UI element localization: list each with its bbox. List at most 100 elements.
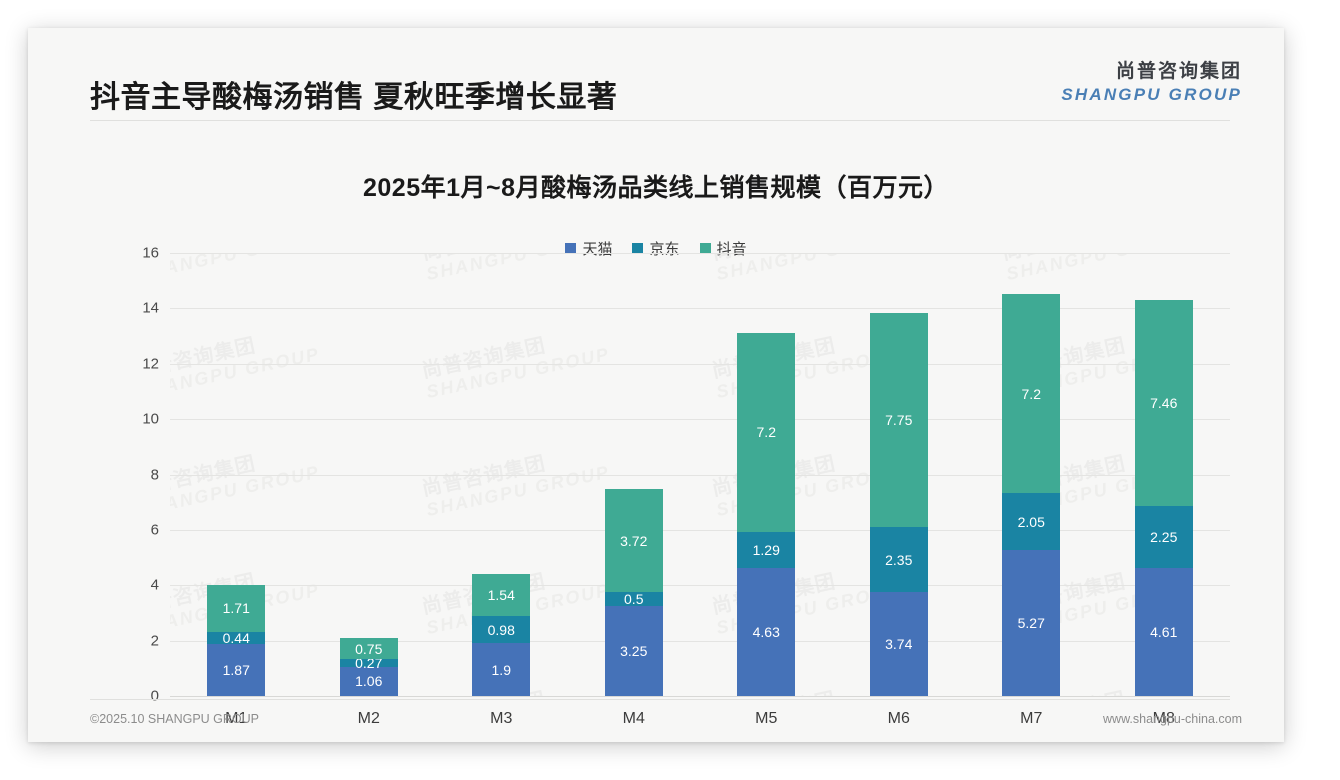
bar-segment-抖音[interactable]: 1.54	[472, 573, 531, 617]
bar-stack-M6[interactable]: 3.74 2.35 7.75 M6	[869, 312, 928, 727]
bar-value-label: 0.75	[355, 640, 383, 657]
watermark-cn: 尚普咨询集团	[170, 334, 258, 383]
bar-value-label: 4.61	[1150, 624, 1178, 641]
bar-segment-天猫[interactable]: 1.06	[339, 666, 398, 696]
bar-segment-京东[interactable]: 0.5	[604, 592, 663, 606]
bar-value-label: 1.9	[491, 661, 511, 678]
bar-stack-M1[interactable]: 1.87 0.44 1.71 M1	[207, 584, 266, 727]
bar-value-label: 2.25	[1150, 529, 1178, 546]
bar-segment-天猫[interactable]: 4.63	[737, 567, 796, 696]
bar-value-label: 1.54	[487, 586, 515, 603]
bar-segment-京东[interactable]: 0.27	[339, 656, 398, 670]
bar-segment-抖音[interactable]: 1.71	[207, 584, 266, 633]
bar-value-label: 1.87	[222, 662, 250, 679]
watermark-cn: 尚普咨询集团	[170, 452, 258, 501]
bar-value-label: 7.46	[1150, 394, 1178, 411]
bar-value-label: 3.74	[885, 636, 913, 653]
gridline: 10	[142, 411, 1230, 428]
x-axis-tick-label: M3	[490, 710, 513, 727]
bar-segment-天猫[interactable]: 5.27	[1002, 550, 1061, 696]
watermark-cn: 尚普咨询集团	[420, 334, 548, 383]
y-axis-tick-label: 10	[142, 410, 159, 428]
bar-segment-京东[interactable]: 0.44	[207, 630, 266, 647]
bar-segment-京东[interactable]: 2.25	[1134, 506, 1193, 569]
gridline: 2	[151, 632, 1230, 649]
bar-stack-M3[interactable]: 1.9 0.98 1.54 M3	[472, 573, 531, 727]
header-divider	[90, 120, 1230, 121]
bar-stack-M2[interactable]: 1.06 0.27 0.75 M2	[339, 638, 398, 727]
y-axis-tick-label: 8	[150, 466, 159, 483]
footer-copyright: ©2025.10 SHANGPU GROUP	[90, 712, 259, 726]
bar-value-label: 3.72	[620, 532, 648, 549]
watermark-cn: 尚普咨询集团	[1000, 253, 1188, 265]
bar-segment-抖音[interactable]: 7.46	[1134, 299, 1193, 507]
bar-segment-京东[interactable]: 2.35	[869, 527, 928, 593]
bar-segment-抖音[interactable]: 3.72	[604, 489, 663, 593]
gridline: 14	[142, 300, 1230, 317]
x-axis-tick-label: M5	[755, 710, 778, 727]
watermark-en: SHANGPU GROUP	[170, 344, 322, 403]
watermark-en: SHANGPU GROUP	[424, 344, 612, 403]
y-axis-tick-label: 12	[142, 355, 159, 373]
brand-logo: 尚普咨询集团 SHANGPU GROUP	[1061, 62, 1242, 103]
bar-value-label: 1.29	[752, 541, 780, 558]
x-axis-tick-label: M8	[1152, 710, 1175, 727]
chart-title: 2025年1月~8月酸梅汤品类线上销售规模（百万元）	[362, 174, 950, 202]
bar-value-label: 2.05	[1017, 513, 1045, 530]
legend-swatch-icon	[632, 243, 644, 254]
gridline: 16	[142, 245, 1230, 262]
bar-segment-抖音[interactable]: 7.2	[1002, 294, 1061, 494]
bar-segment-京东[interactable]: 0.98	[472, 616, 531, 644]
watermark-en: SHANGPU GROUP	[714, 253, 902, 285]
bar-segment-抖音[interactable]: 7.75	[869, 312, 928, 528]
page-title: 抖音主导酸梅汤销售 夏秋旺季增长显著	[90, 81, 618, 114]
bar-value-label: 0.98	[487, 621, 515, 638]
legend-swatch-icon	[565, 243, 577, 254]
bar-value-label: 5.27	[1017, 615, 1045, 632]
watermark-cn: 尚普咨询集团	[170, 253, 318, 265]
x-axis-tick-label: M4	[622, 710, 645, 727]
bar-segment-天猫[interactable]: 3.25	[604, 606, 663, 696]
bar-stack-M7[interactable]: 5.27 2.05 7.2 M7	[1002, 294, 1061, 727]
bar-segment-天猫[interactable]: 1.9	[472, 643, 531, 696]
watermark-cn: 尚普咨询集团	[420, 452, 548, 501]
bar-segment-京东[interactable]: 2.05	[1002, 493, 1061, 551]
watermark-cn: 尚普咨询集团	[420, 253, 608, 265]
bar-value-label: 2.35	[885, 551, 913, 568]
bar-segment-天猫[interactable]: 4.61	[1134, 568, 1193, 696]
x-axis-tick-label: M7	[1020, 710, 1043, 727]
bar-segment-京东[interactable]: 1.29	[737, 532, 796, 568]
slide-canvas: 抖音主导酸梅汤销售 夏秋旺季增长显著 尚普咨询集团 SHANGPU GROUP …	[28, 28, 1284, 742]
y-axis-tick-label: 16	[142, 244, 159, 262]
slide-header: 抖音主导酸梅汤销售 夏秋旺季增长显著 尚普咨询集团 SHANGPU GROUP	[28, 28, 1284, 120]
bar-segment-抖音[interactable]: 0.75	[339, 638, 398, 660]
logo-text-en: SHANGPU GROUP	[1061, 85, 1242, 104]
bar-value-label: 7.2	[1021, 385, 1041, 402]
y-axis-tick-label: 0	[150, 687, 159, 705]
logo-text-cn: 尚普咨询集团	[1115, 61, 1242, 82]
watermark-en: SHANGPU GROUP	[424, 462, 612, 521]
bar-value-label: 0.27	[355, 654, 383, 671]
bar-segment-天猫[interactable]: 3.74	[869, 592, 928, 696]
bar-stack-M4[interactable]: 3.25 0.5 3.72 M4	[604, 489, 663, 727]
bar-segment-抖音[interactable]: 7.2	[737, 332, 796, 533]
gridline: 4	[151, 577, 1230, 594]
gridline: 12	[142, 355, 1230, 372]
watermark-en: SHANGPU GROUP	[170, 253, 322, 285]
y-axis-tick-label: 4	[150, 576, 159, 594]
bar-value-label: 7.2	[756, 424, 776, 441]
footer-website: www.shangpu-china.com	[1103, 712, 1242, 726]
bar-value-label: 0.44	[222, 630, 250, 647]
bar-stack-M8[interactable]: 4.61 2.25 7.46 M8	[1134, 299, 1193, 727]
bar-value-label: 7.75	[885, 412, 913, 429]
gridline: 6	[151, 521, 1230, 538]
y-axis-tick-label: 14	[142, 299, 159, 317]
bar-stack-M5[interactable]: 4.63 1.29 7.2 M5	[737, 332, 796, 727]
bar-segment-天猫[interactable]: 1.87	[207, 644, 266, 696]
footer-divider	[90, 699, 1230, 700]
